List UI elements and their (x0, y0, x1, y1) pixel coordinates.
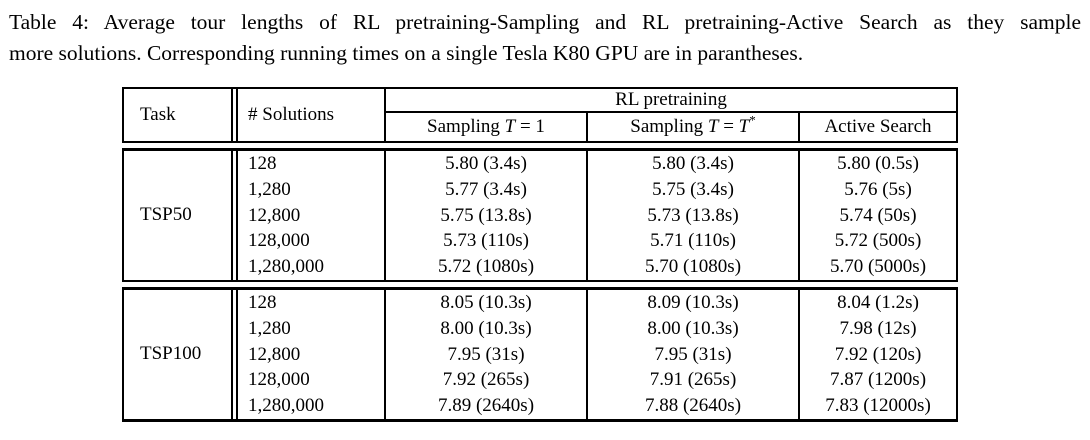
results-table: Task # Solutions RL pretraining Sampling… (122, 87, 958, 422)
subheader-text: Sampling (630, 116, 708, 137)
section-tsp100: TSP100 128 8.05 (10.3s) 8.09 (10.3s) 8.0… (122, 286, 958, 422)
col-header-sampling-t1: Sampling T = 1 (384, 113, 586, 141)
math-symbol: T (738, 116, 750, 137)
math-symbol: T (504, 116, 516, 137)
value-cell: 5.73 (110s) (384, 228, 586, 255)
solutions-cell: 1,280 (248, 317, 291, 339)
col-header-solutions: # Solutions (248, 104, 335, 125)
value-cell: 5.77 (3.4s) (384, 176, 586, 203)
col-header-active-search: Active Search (798, 113, 956, 141)
value-cell: 5.80 (3.4s) (586, 151, 798, 177)
value-cell: 7.88 (2640s) (586, 393, 798, 419)
superscript-star: * (749, 112, 756, 128)
value-cell: 7.92 (265s) (384, 367, 586, 394)
subheader-text: = (718, 116, 739, 137)
value-cell: 8.05 (10.3s) (384, 289, 586, 316)
value-cell: 5.70 (1080s) (586, 254, 798, 280)
value-cell: 5.73 (13.8s) (586, 202, 798, 229)
value-cell: 8.00 (10.3s) (586, 315, 798, 342)
math-symbol: T (707, 116, 719, 137)
solutions-cell: 1,280,000 (248, 395, 324, 417)
section-tsp50: TSP50 128 5.80 (3.4s) 5.80 (3.4s) 5.80 (… (122, 148, 958, 282)
value-cell: 5.75 (3.4s) (586, 176, 798, 203)
value-cell: 7.91 (265s) (586, 367, 798, 394)
value-cell: 5.72 (500s) (798, 228, 956, 255)
value-cell: 5.70 (5000s) (798, 254, 956, 280)
solutions-cell: 1,280,000 (248, 256, 324, 278)
solutions-cell: 128 (248, 291, 277, 313)
task-label-tsp50: TSP50 (124, 151, 238, 280)
value-cell: 7.92 (120s) (798, 341, 956, 368)
col-header-task: Task (124, 89, 238, 141)
col-group-rl-pretraining: RL pretraining (384, 89, 956, 113)
value-cell: 5.80 (0.5s) (798, 151, 956, 177)
value-cell: 7.98 (12s) (798, 315, 956, 342)
subheader-text: Sampling (427, 116, 505, 137)
value-cell: 5.74 (50s) (798, 202, 956, 229)
value-cell: 5.80 (3.4s) (384, 151, 586, 177)
caption-line-2: more solutions. Corresponding running ti… (9, 40, 804, 65)
solutions-cell: 128 (248, 153, 277, 174)
value-cell: 7.95 (31s) (384, 341, 586, 368)
value-cell: 8.00 (10.3s) (384, 315, 586, 342)
solutions-cell: 12,800 (248, 343, 301, 365)
solutions-cell: 128,000 (248, 369, 310, 391)
col-header-sampling-tstar: Sampling T = T* (586, 113, 798, 141)
caption-line-1: Table 4: Average tour lengths of RL pret… (9, 10, 1081, 34)
subheader-text: Active Search (824, 116, 932, 137)
value-cell: 7.95 (31s) (586, 341, 798, 368)
value-cell: 5.75 (13.8s) (384, 202, 586, 229)
value-cell: 5.76 (5s) (798, 176, 956, 203)
solutions-cell: 128,000 (248, 230, 310, 252)
value-cell: 8.09 (10.3s) (586, 289, 798, 316)
solutions-cell: 1,280 (248, 178, 291, 200)
task-label-tsp100: TSP100 (124, 289, 238, 419)
value-cell: 5.71 (110s) (586, 228, 798, 255)
table-header: Task # Solutions RL pretraining Sampling… (122, 87, 958, 143)
value-cell: 5.72 (1080s) (384, 254, 586, 280)
table-caption: Table 4: Average tour lengths of RL pret… (9, 7, 1081, 68)
value-cell: 7.89 (2640s) (384, 393, 586, 419)
value-cell: 7.87 (1200s) (798, 367, 956, 394)
solutions-cell: 12,800 (248, 204, 301, 226)
subheader-text: = 1 (515, 116, 545, 137)
value-cell: 8.04 (1.2s) (798, 289, 956, 316)
value-cell: 7.83 (12000s) (798, 393, 956, 419)
